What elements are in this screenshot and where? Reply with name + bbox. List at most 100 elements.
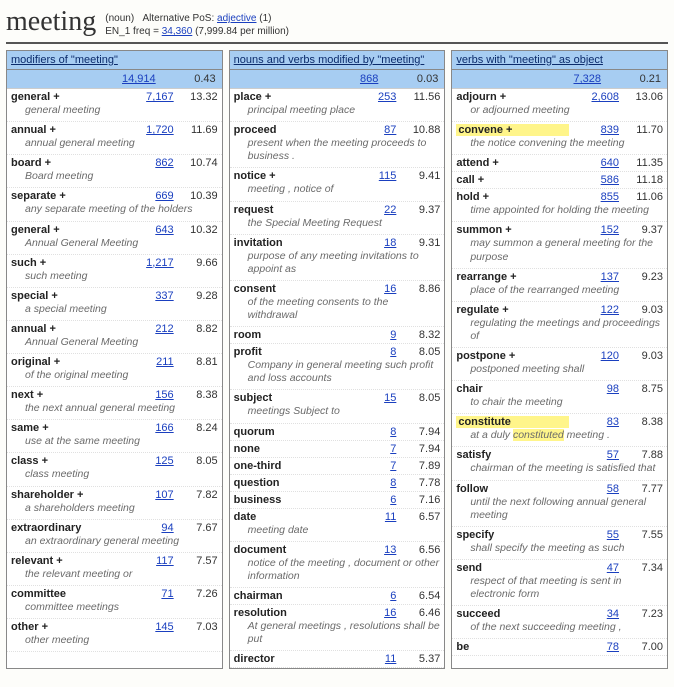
freq-link[interactable]: 94 [124,522,174,534]
freq-link[interactable]: 152 [569,224,619,236]
collocate-word[interactable]: such + [11,257,124,269]
collocate-word[interactable]: adjourn + [456,91,569,103]
freq-link[interactable]: 7 [346,443,396,455]
collocate-word[interactable]: none [234,443,347,455]
freq-link[interactable]: 11 [346,511,396,523]
collocate-word[interactable]: next + [11,389,124,401]
collocate-word[interactable]: resolution [234,607,347,619]
freq-link[interactable]: 7 [346,460,396,472]
collocate-word[interactable]: summon + [456,224,569,236]
collocate-word[interactable]: separate + [11,190,124,202]
collocate-word[interactable]: other + [11,621,124,633]
total-freq[interactable]: 868 [328,73,378,85]
collocate-word[interactable]: be [456,641,569,653]
collocate-word[interactable]: place + [234,91,347,103]
collocate-word[interactable]: chair [456,383,569,395]
freq-link[interactable]: 122 [569,304,619,316]
collocate-word[interactable]: rearrange + [456,271,569,283]
freq-link[interactable]: 1,217 [124,257,174,269]
collocate-word[interactable]: shareholder + [11,489,124,501]
collocate-word[interactable]: annual + [11,124,124,136]
collocate-word[interactable]: notice + [234,170,347,182]
freq-link[interactable]: 6 [346,590,396,602]
collocate-word[interactable]: consent [234,283,347,295]
freq-link[interactable]: 98 [569,383,619,395]
freq-link[interactable]: 862 [124,157,174,169]
freq-link[interactable]: 253 [346,91,396,103]
column-title[interactable]: nouns and verbs modified by "meeting" [230,51,445,70]
collocate-word[interactable]: postpone + [456,350,569,362]
freq-link[interactable]: 22 [346,204,396,216]
freq-link[interactable]: 34 [569,608,619,620]
collocate-word[interactable]: committee [11,588,124,600]
collocate-word[interactable]: relevant + [11,555,124,567]
freq-link[interactable]: 15 [346,392,396,404]
collocate-word[interactable]: business [234,494,347,506]
collocate-word[interactable]: extraordinary [11,522,124,534]
freq-link[interactable]: 839 [569,124,619,136]
freq-link[interactable]: 55 [569,529,619,541]
collocate-word[interactable]: hold + [456,191,569,203]
collocate-word[interactable]: follow [456,483,569,495]
collocate-word[interactable]: specify [456,529,569,541]
freq-link[interactable]: 212 [124,323,174,335]
collocate-word[interactable]: annual + [11,323,124,335]
freq-link[interactable]: 211 [124,356,174,368]
collocate-word[interactable]: room [234,329,347,341]
freq-link[interactable]: 145 [124,621,174,633]
freq-link[interactable]: 9 [346,329,396,341]
freq-link[interactable]: 8 [346,426,396,438]
freq-link[interactable]: 1,720 [124,124,174,136]
alt-pos-link[interactable]: adjective [217,13,256,24]
collocate-word[interactable]: board + [11,157,124,169]
collocate-word[interactable]: request [234,204,347,216]
collocate-word[interactable]: constitute [456,416,569,428]
collocate-word[interactable]: proceed [234,124,347,136]
column-title[interactable]: verbs with "meeting" as object [452,51,667,70]
freq-link[interactable]: 156 [124,389,174,401]
collocate-word[interactable]: document [234,544,347,556]
total-freq[interactable]: 7,328 [551,73,601,85]
freq-link[interactable]: 18 [346,237,396,249]
freq-link[interactable]: 8 [346,477,396,489]
freq-link[interactable]: 137 [569,271,619,283]
collocate-word[interactable]: class + [11,455,124,467]
collocate-word[interactable]: invitation [234,237,347,249]
freq-link[interactable]: 643 [124,224,174,236]
freq-link[interactable]: 120 [569,350,619,362]
collocate-word[interactable]: regulate + [456,304,569,316]
freq-link[interactable]: 166 [124,422,174,434]
freq-link[interactable]: 16 [346,283,396,295]
collocate-word[interactable]: question [234,477,347,489]
collocate-word[interactable]: director [234,653,347,665]
column-title[interactable]: modifiers of "meeting" [7,51,222,70]
freq-link[interactable]: 855 [569,191,619,203]
freq-link[interactable]: 11 [346,653,396,665]
freq-link[interactable]: 7,167 [124,91,174,103]
freq-link[interactable]: 117 [124,555,174,567]
freq-link[interactable]: 47 [569,562,619,574]
collocate-word[interactable]: subject [234,392,347,404]
collocate-word[interactable]: special + [11,290,124,302]
freq-link[interactable]: 58 [569,483,619,495]
collocate-word[interactable]: profit [234,346,347,358]
collocate-word[interactable]: satisfy [456,449,569,461]
freq-link[interactable]: 57 [569,449,619,461]
freq-link[interactable]: 2,608 [569,91,619,103]
freq-link[interactable]: 107 [124,489,174,501]
freq-link[interactable]: 6 [346,494,396,506]
freq-link[interactable]: 640 [569,157,619,169]
freq-link[interactable]: 337 [124,290,174,302]
collocate-word[interactable]: same + [11,422,124,434]
collocate-word[interactable]: convene + [456,124,569,136]
freq-link[interactable]: 16 [346,607,396,619]
freq-link[interactable]: 8 [346,346,396,358]
collocate-word[interactable]: general + [11,224,124,236]
collocate-word[interactable]: original + [11,356,124,368]
freq-link[interactable]: 34,360 [162,26,193,37]
freq-link[interactable]: 83 [569,416,619,428]
freq-link[interactable]: 87 [346,124,396,136]
collocate-word[interactable]: succeed [456,608,569,620]
collocate-word[interactable]: send [456,562,569,574]
freq-link[interactable]: 669 [124,190,174,202]
